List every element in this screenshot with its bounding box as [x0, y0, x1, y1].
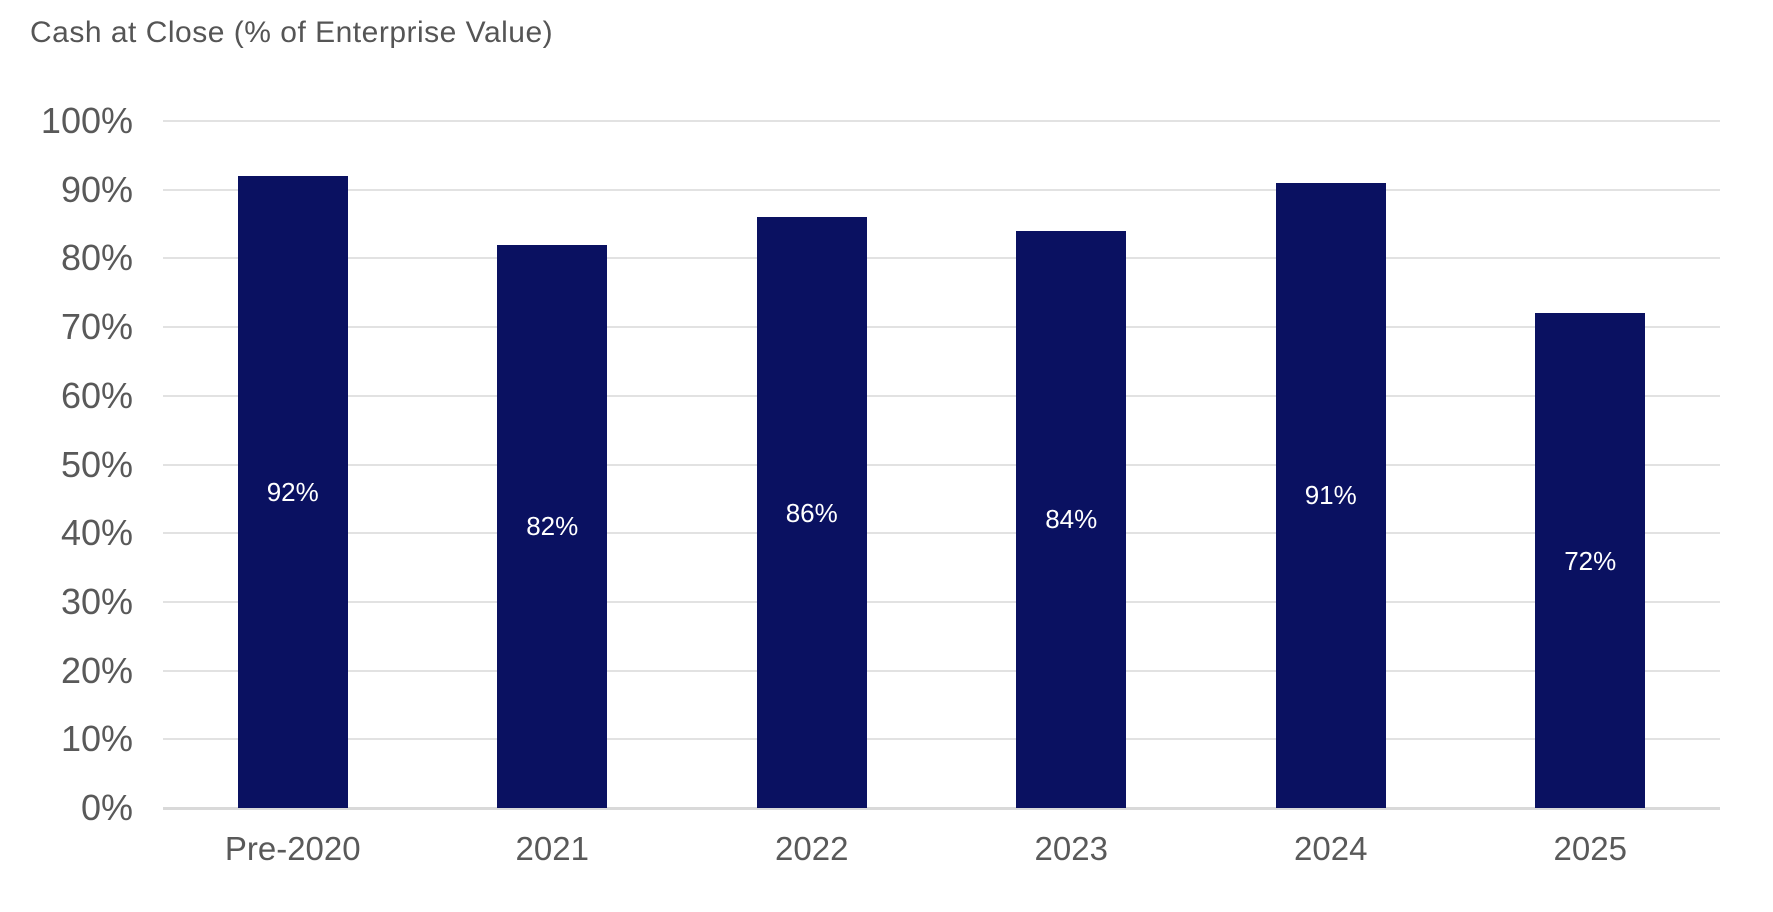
y-axis-tick-label: 40% [60, 512, 133, 554]
y-axis-tick-label: 50% [60, 443, 133, 485]
y-axis-tick-label: 10% [60, 718, 133, 760]
bar-value-label: 72% [1564, 545, 1617, 576]
y-axis-tick-label: 100% [40, 100, 133, 141]
bar-value-label: 82% [526, 511, 579, 542]
y-axis-tick-label: 30% [60, 580, 133, 622]
bar-value-label: 84% [1045, 504, 1098, 535]
gridline [163, 326, 1720, 329]
gridline [163, 120, 1720, 122]
bar-2023: 84% [1016, 230, 1127, 808]
y-axis-tick-label: 70% [60, 306, 133, 348]
bar-value-label: 91% [1304, 480, 1357, 511]
bar-2025: 72% [1535, 313, 1646, 808]
y-axis-tick-label: 60% [60, 374, 133, 416]
y-axis-tick-label: 80% [60, 237, 133, 279]
plot-area: 92% 82% 86% 84% 91% 72% [163, 120, 1720, 810]
gridline [163, 532, 1720, 535]
x-axis-label-2024: 2024 [1294, 830, 1368, 867]
x-axis-baseline [163, 806, 1720, 810]
x-axis-label-2025: 2025 [1553, 830, 1627, 867]
gridline [163, 257, 1720, 260]
x-axis-label-pre-2020: Pre-2020 [224, 830, 361, 867]
x-axis-label-2022: 2022 [775, 830, 849, 867]
gridline [163, 188, 1720, 191]
y-axis-tick-label: 0% [80, 787, 133, 828]
x-axis-label-2021: 2021 [515, 830, 589, 867]
bar-pre-2020: 92% [237, 175, 348, 808]
bar-value-label: 86% [785, 497, 838, 528]
bar-2024: 91% [1275, 182, 1386, 808]
y-axis-tick-label: 90% [60, 168, 133, 210]
gridline [163, 669, 1720, 672]
bar-2021: 82% [497, 244, 608, 808]
gridline [163, 394, 1720, 397]
gridline [163, 463, 1720, 466]
x-axis-label-2023: 2023 [1034, 830, 1108, 867]
x-axis-category-labels: Pre-2020 2021 2022 2023 2024 2025 [163, 826, 1720, 886]
chart-title: Cash at Close (% of Enterprise Value) [30, 16, 554, 49]
bar-2022: 86% [756, 217, 867, 808]
y-axis-tick-label: 20% [60, 649, 133, 691]
gridline [163, 600, 1720, 603]
bar-value-label: 92% [266, 476, 319, 507]
gridline [163, 738, 1720, 741]
